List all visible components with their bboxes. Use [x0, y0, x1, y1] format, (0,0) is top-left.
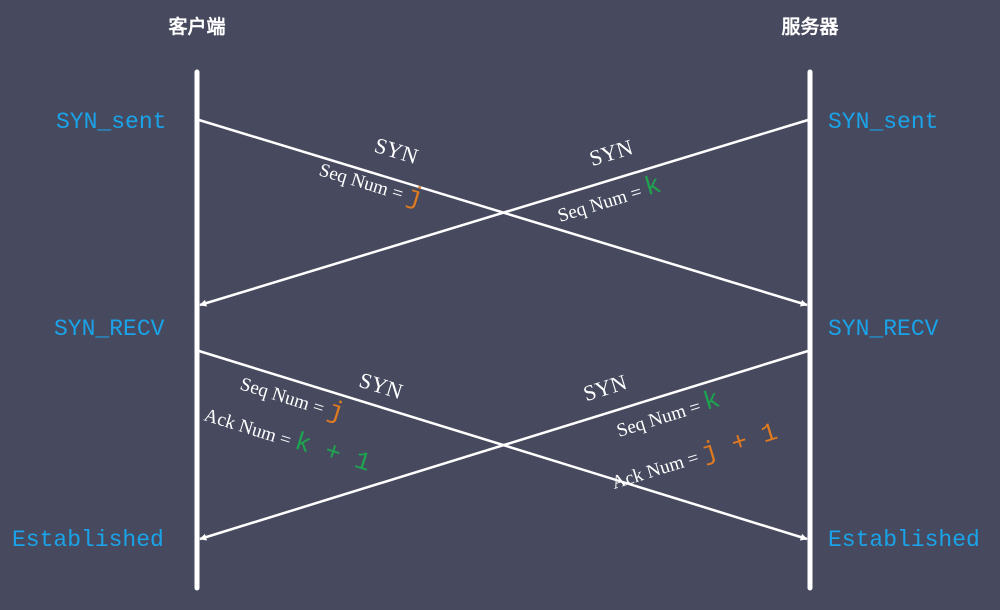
server-title: 服务器 [781, 15, 839, 38]
message-4-ack-label: Ack Num = [609, 446, 706, 494]
server-state-syn-sent: SYN_sent [828, 109, 938, 135]
message-2-seq: Seq Num = k [554, 170, 665, 230]
svg-text:Ack Num = k + 1: Ack Num = k + 1 [201, 399, 375, 479]
arrow-server-syn-ack [199, 349, 809, 541]
message-3-title: SYN [356, 367, 406, 404]
message-3-labels: SYN [356, 367, 406, 404]
message-1-title: SYN [372, 132, 421, 169]
message-2-title: SYN [586, 134, 635, 171]
client-state-syn-sent: SYN_sent [56, 109, 166, 135]
message-3-ack-value: k + 1 [291, 427, 374, 479]
message-4-labels: SYN [580, 369, 630, 406]
client-title: 客户端 [168, 15, 225, 38]
arrow-server-syn [199, 118, 809, 307]
message-2-labels: SYN [586, 134, 635, 171]
client-state-established: Established [12, 527, 164, 553]
message-2-seq-label: Seq Num = [555, 180, 649, 227]
message-1-labels: SYN [372, 132, 421, 169]
message-4-ack-value: j + 1 [698, 417, 781, 469]
server-state-syn-recv: SYN_RECV [828, 316, 939, 342]
server-state-established: Established [828, 527, 980, 553]
message-1-seq-label: Seq Num = [317, 160, 411, 207]
message-4-seq-label: Seq Num = [614, 395, 708, 442]
client-state-syn-recv: SYN_RECV [54, 316, 165, 342]
message-3-seq-label: Seq Num = [238, 374, 332, 421]
svg-text:Seq Num = k: Seq Num = k [554, 170, 665, 230]
message-3-ack-label: Ack Num = [202, 405, 299, 453]
message-3-ack: Ack Num = k + 1 [201, 399, 375, 479]
message-4-title: SYN [580, 369, 630, 406]
